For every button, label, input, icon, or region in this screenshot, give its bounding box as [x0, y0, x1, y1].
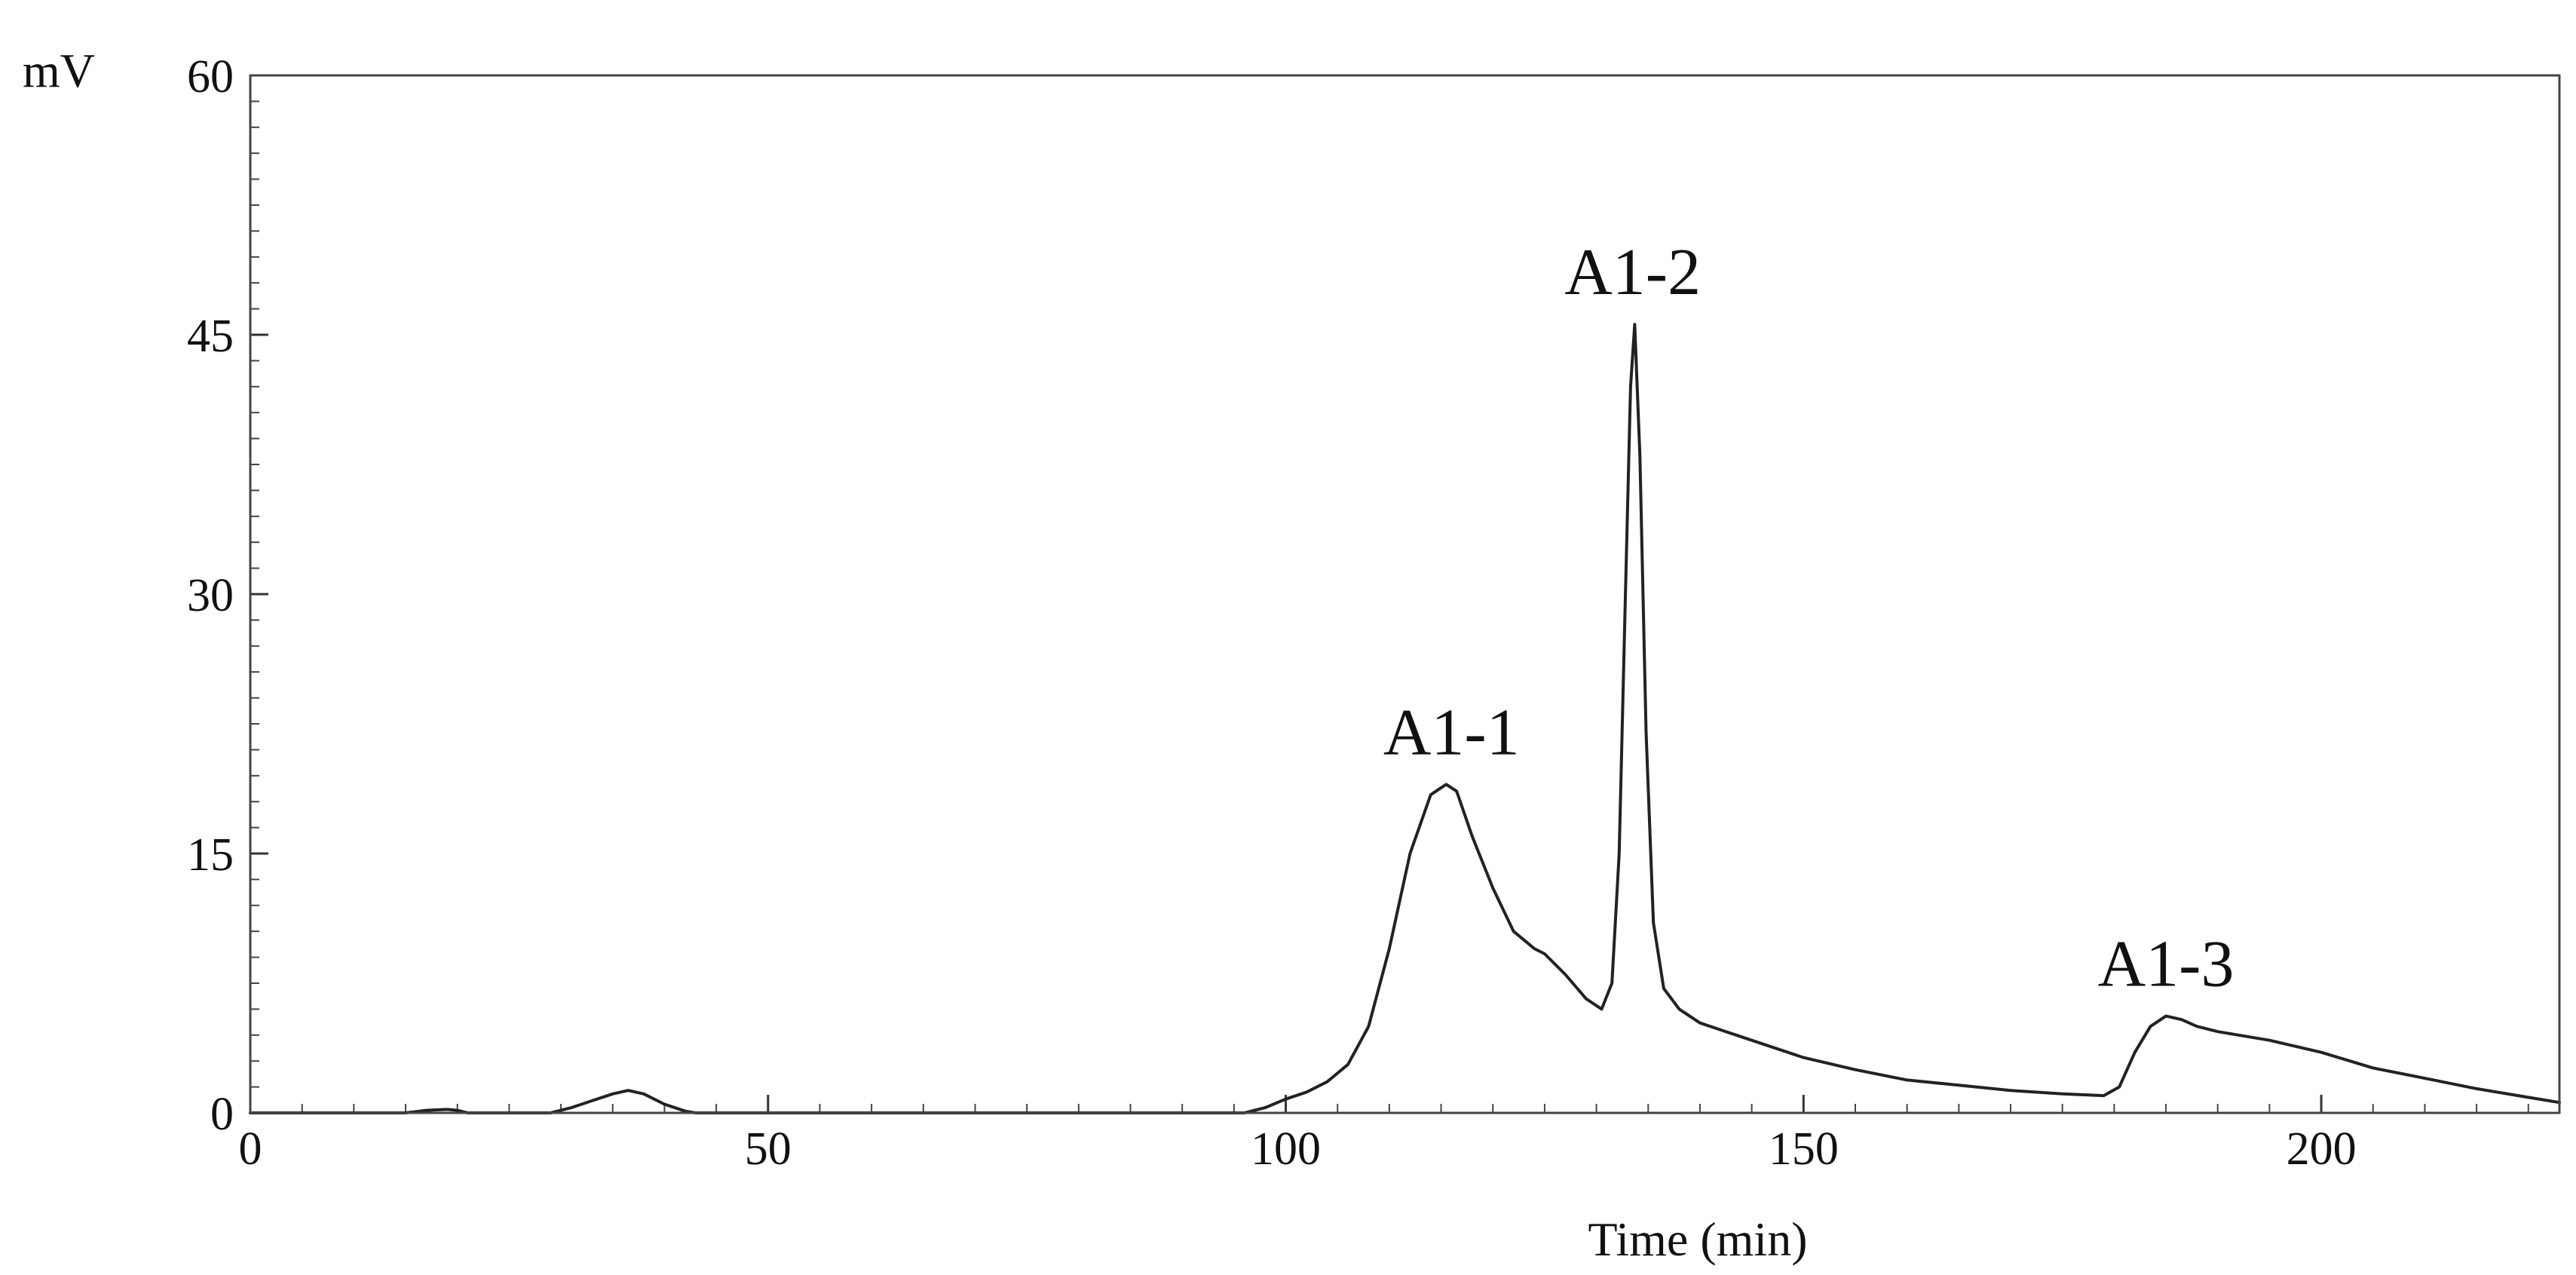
y-tick-labels: 0 15 30 45 60	[187, 51, 234, 1140]
y-tick-label: 45	[187, 311, 234, 362]
peak-label: A1-3	[2098, 928, 2234, 1001]
y-tick-label: 60	[187, 51, 234, 103]
y-axis-title: mV	[23, 44, 95, 97]
x-tick-label: 50	[745, 1123, 792, 1175]
plot-frame	[249, 74, 2561, 1114]
y-tick-label: 0	[210, 1089, 234, 1140]
x-tick-label: 150	[1769, 1123, 1839, 1175]
signal-trace-line	[249, 323, 2561, 1114]
peak-label: A1-2	[1564, 236, 1701, 309]
x-axis-title: Time (min)	[1588, 1212, 1808, 1266]
x-tick-label: 100	[1251, 1123, 1321, 1175]
x-tick-labels: 0 50 100 150 200	[239, 1123, 2357, 1175]
peak-labels: A1-1 A1-2 A1-3	[1383, 236, 2234, 1001]
peak-label: A1-1	[1383, 696, 1520, 769]
y-tick-label: 30	[187, 570, 234, 621]
x-tick-label: 200	[2287, 1123, 2357, 1175]
x-tick-label: 0	[239, 1123, 262, 1175]
y-tick-label: 15	[187, 829, 234, 881]
